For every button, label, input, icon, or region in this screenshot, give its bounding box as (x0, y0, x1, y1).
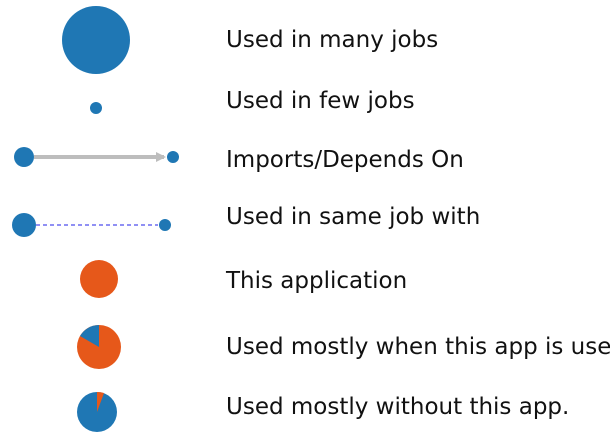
mostly-without-pie-symbol (77, 391, 117, 432)
large-node-symbol (62, 6, 130, 74)
legend-label-this-app: This application (226, 268, 408, 294)
small-node-symbol (90, 102, 102, 114)
legend-label-mostly-with: Used mostly when this app is used (226, 334, 610, 360)
legend-label-large-node: Used in many jobs (226, 27, 439, 53)
imports-arrow-symbol (14, 147, 179, 167)
legend-label-mostly-without: Used mostly without this app. (226, 394, 570, 420)
legend-label-imports: Imports/Depends On (226, 147, 464, 173)
this-app-node-symbol (80, 260, 118, 298)
legend-label-small-node: Used in few jobs (226, 88, 415, 114)
mostly-with-pie-symbol (77, 325, 121, 369)
same-job-link-symbol (12, 213, 171, 237)
legend-label-same-job: Used in same job with (226, 204, 481, 230)
